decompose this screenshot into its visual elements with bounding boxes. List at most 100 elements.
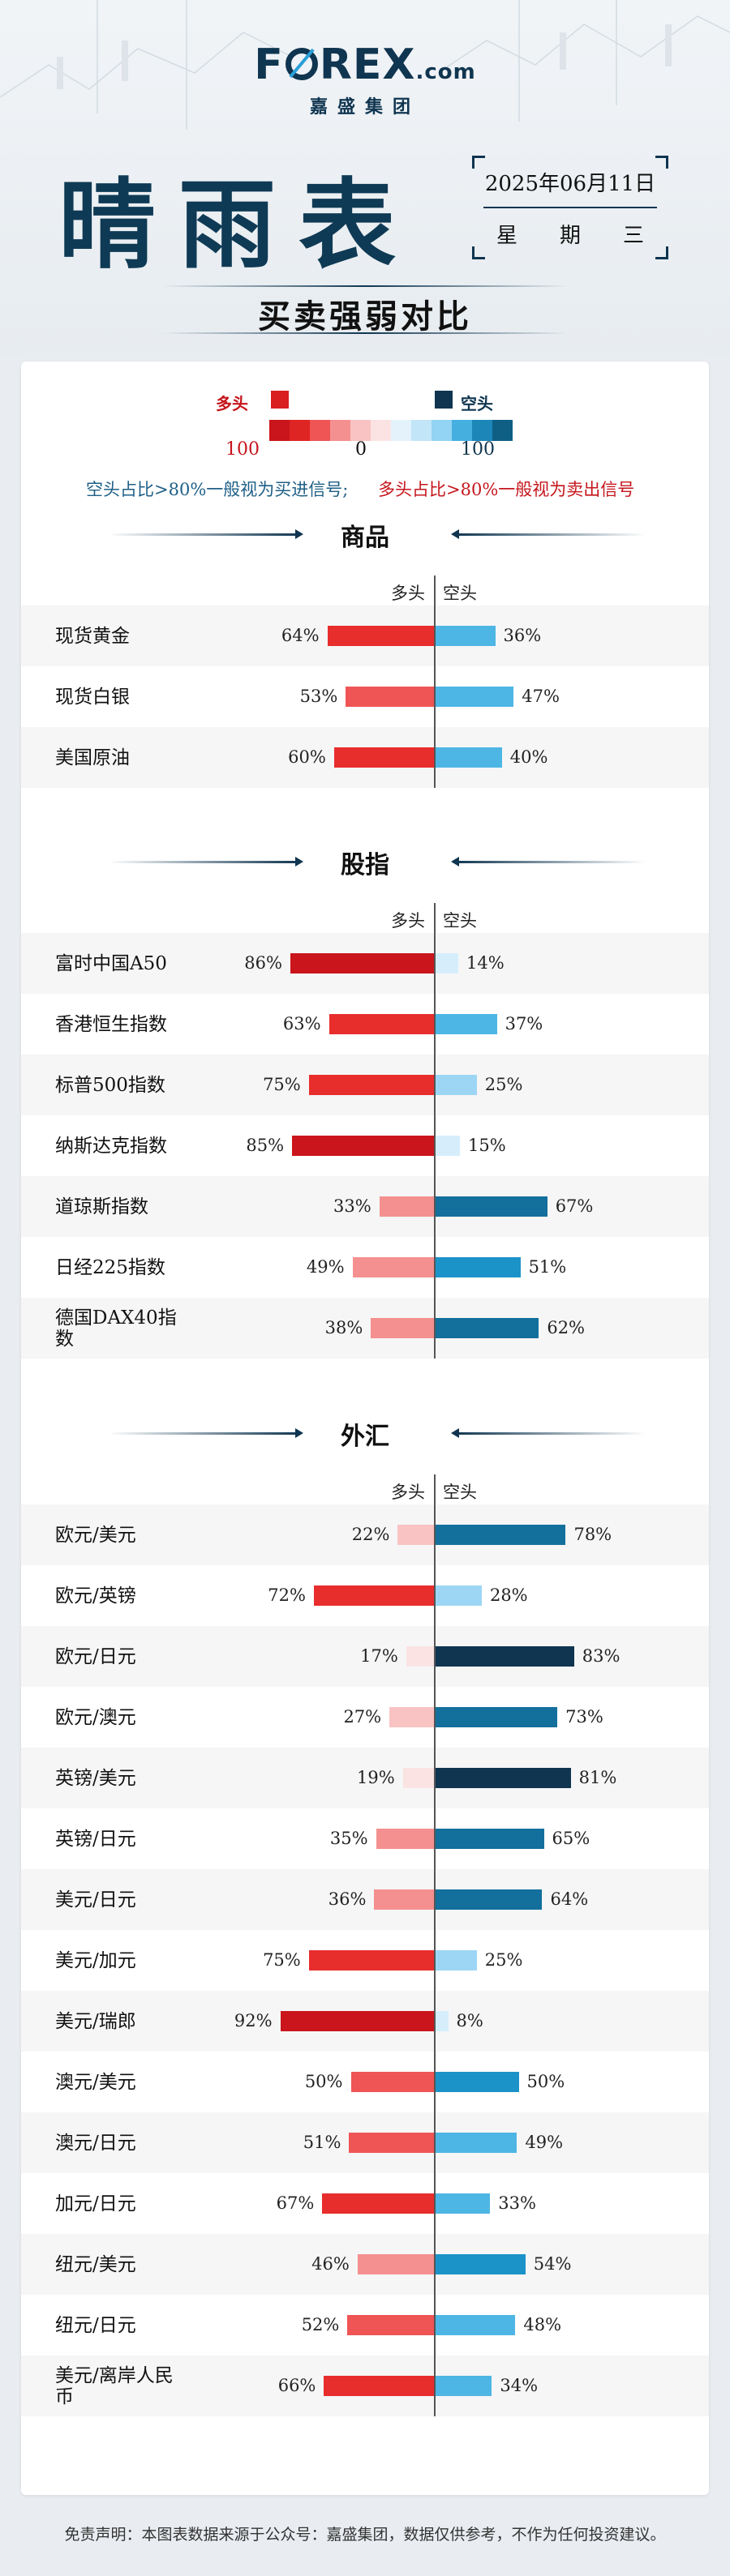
short-bar <box>435 2133 517 2153</box>
legend-short-swatch <box>435 391 453 409</box>
long-bar <box>374 1889 435 1910</box>
short-bar <box>435 1585 482 1606</box>
instrument-name: 纳斯达克指数 <box>55 1135 167 1157</box>
long-bar <box>290 953 435 973</box>
section-title: 外汇 <box>341 1423 389 1451</box>
instrument-name: 美元/日元 <box>55 1889 136 1911</box>
table-row: 香港恒生指数 63% 37% <box>21 994 709 1055</box>
instrument-name: 道琼斯指数 <box>55 1196 148 1217</box>
section-header: 股指 <box>21 841 709 882</box>
section-header: 商品 <box>21 514 709 554</box>
short-percent: 15% <box>468 1136 506 1155</box>
short-percent: 36% <box>503 626 542 645</box>
header: F REX.com 嘉盛集团 晴雨表 2025年06月11日 星 期 三 买卖强弱… <box>0 0 730 357</box>
logo-o-icon <box>285 48 318 80</box>
long-bar <box>402 1768 435 1788</box>
short-percent: 28% <box>489 1585 528 1605</box>
short-percent: 78% <box>573 1525 612 1544</box>
instrument-name: 欧元/澳元 <box>55 1706 136 1728</box>
short-percent: 62% <box>547 1318 586 1337</box>
corner-decoration <box>472 246 485 259</box>
short-percent: 14% <box>466 953 505 973</box>
long-bar <box>371 1318 435 1338</box>
section-line-right <box>451 857 646 867</box>
long-percent: 36% <box>328 1889 367 1909</box>
long-percent: 85% <box>246 1136 285 1155</box>
long-percent: 75% <box>263 1075 301 1094</box>
long-percent: 75% <box>263 1950 301 1970</box>
long-bar <box>357 2254 435 2274</box>
weekday: 星 期 三 <box>496 219 644 249</box>
table-row: 英镑/日元 35% 65% <box>21 1808 709 1869</box>
short-bar <box>435 2376 492 2396</box>
instrument-name: 现货白银 <box>55 686 130 708</box>
short-percent: 54% <box>533 2254 572 2274</box>
short-bar <box>435 687 514 707</box>
short-percent: 8% <box>456 2011 483 2030</box>
short-bar <box>435 1257 521 1277</box>
legend-strip-swatch <box>391 420 411 441</box>
long-percent: 52% <box>301 2315 340 2334</box>
instrument-name: 美元/加元 <box>55 1949 136 1971</box>
legend-long-swatch <box>271 391 289 409</box>
instrument-name: 英镑/日元 <box>55 1828 136 1850</box>
section-header: 外汇 <box>21 1413 709 1453</box>
long-bar <box>346 687 435 707</box>
table-row: 欧元/日元 17% 83% <box>21 1626 709 1687</box>
table-row: 道琼斯指数 33% 67% <box>21 1176 709 1237</box>
short-percent: 33% <box>498 2193 536 2213</box>
sell-signal-note: 多头占比>80%一般视为卖出信号 <box>378 480 635 499</box>
short-percent: 67% <box>555 1196 594 1216</box>
long-percent: 33% <box>333 1196 371 1216</box>
legend-strip-swatch <box>350 420 371 441</box>
data-card: 多头 空头 100 0 100 空头占比>80%一般视为买进信号; 多头占比>8… <box>21 362 709 2495</box>
long-percent: 50% <box>304 2072 343 2091</box>
instrument-name: 纽元/日元 <box>55 2314 136 2336</box>
long-percent: 17% <box>360 1646 398 1666</box>
long-percent: 67% <box>276 2193 315 2213</box>
long-percent: 66% <box>277 2376 316 2395</box>
instrument-name: 英镑/美元 <box>55 1767 136 1789</box>
instrument-name: 标普500指数 <box>55 1074 165 1096</box>
legend-strip-swatch <box>472 420 492 441</box>
table-row: 英镑/美元 19% 81% <box>21 1748 709 1808</box>
page-title: 晴雨表 <box>58 168 419 282</box>
section-line-right <box>451 1428 646 1438</box>
subtitle-banner: 买卖强弱对比 <box>0 285 730 336</box>
center-axis <box>434 576 436 788</box>
subtitle-top-line <box>162 285 568 287</box>
short-bar <box>435 1318 539 1338</box>
column-header-short: 空头 <box>443 584 477 603</box>
long-percent: 63% <box>282 1014 321 1033</box>
table-row: 欧元/英镑 72% 28% <box>21 1565 709 1626</box>
long-bar <box>308 1950 435 1971</box>
legend-strip-swatch <box>371 420 391 441</box>
long-bar <box>313 1585 435 1606</box>
long-percent: 46% <box>311 2254 350 2274</box>
short-bar <box>435 1075 477 1095</box>
short-bar <box>435 2193 491 2214</box>
short-percent: 34% <box>500 2376 539 2395</box>
table-row: 纽元/日元 52% 48% <box>21 2295 709 2356</box>
weekday-char: 期 <box>559 224 581 248</box>
table-row: 欧元/澳元 27% 73% <box>21 1687 709 1748</box>
long-bar <box>347 2315 435 2335</box>
date-divider <box>483 207 657 208</box>
column-header-short: 空头 <box>443 1483 477 1502</box>
short-bar <box>435 1829 544 1849</box>
table-row: 现货白银 53% 47% <box>21 666 709 727</box>
weekday-char: 星 <box>496 224 518 248</box>
short-bar <box>435 1889 543 1910</box>
short-bar <box>435 1014 497 1034</box>
column-header-short: 空头 <box>443 911 477 931</box>
short-percent: 25% <box>484 1950 523 1970</box>
legend-short-label: 空头 <box>461 394 493 413</box>
weekday-char: 三 <box>622 224 644 248</box>
instrument-name: 日经225指数 <box>55 1256 165 1278</box>
column-header-long: 多头 <box>391 1483 425 1502</box>
long-percent: 64% <box>281 626 320 645</box>
date-text: 2025年06月11日 <box>484 172 656 196</box>
logo-wordmark: F REX.com <box>254 41 475 89</box>
table-row: 美元/离岸人民币 66% 34% <box>21 2356 709 2416</box>
long-bar <box>280 2011 435 2031</box>
